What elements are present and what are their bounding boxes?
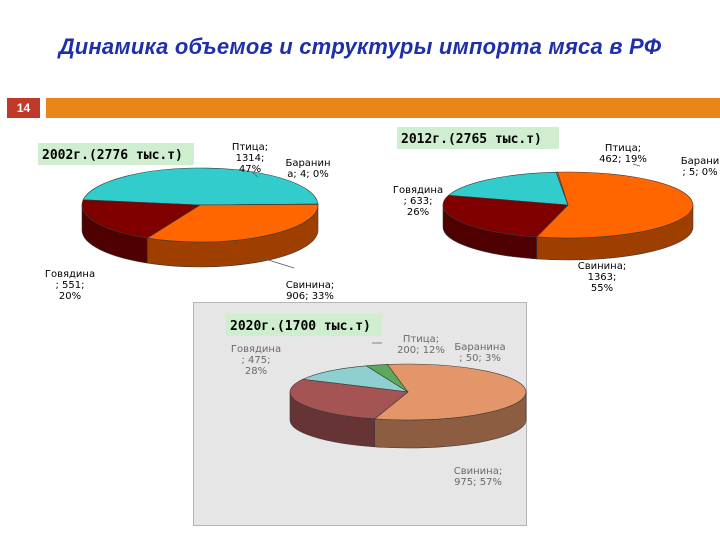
accent-bar xyxy=(46,98,720,118)
slice-птица xyxy=(82,167,319,206)
pie-chart-2: 2012г.(2765 тыс.т) Птица; 462; 19% Барани; … xyxy=(393,127,719,294)
slice-label-птица: Птица; 1314; 47% xyxy=(232,142,268,175)
chart-title-box xyxy=(38,143,194,165)
slice-птица xyxy=(301,365,409,393)
chart-title: 2020г.(1700 тыс.т) xyxy=(230,319,371,334)
chart-title-box xyxy=(226,314,382,336)
pie-chart-3: 2020г.(1700 тыс.т) Птица; 200; 12% Баранина… xyxy=(226,314,527,488)
slice-label-свинина: Свинина; 975; 57% xyxy=(454,466,502,488)
slice-label-баранина: Барани; 5; 0% xyxy=(681,156,720,178)
leader-line xyxy=(261,257,295,269)
slice-label-говядина: Говядина; 475; 28% xyxy=(231,344,281,377)
slice-label-баранина: Баранин а; 4; 0% xyxy=(285,158,330,180)
chart-title: 2012г.(2765 тыс.т) xyxy=(401,132,542,147)
slide-number: 14 xyxy=(7,98,40,118)
slice-свинина xyxy=(373,363,527,421)
slide-title: Динамика объемов и структуры импорта мяс… xyxy=(58,34,662,59)
slice-говядина xyxy=(442,195,569,238)
slice-label-говядина: Говядина; 633; 26% xyxy=(393,185,443,218)
chart-title: 2002г.(2776 тыс.т) xyxy=(42,148,183,163)
slice-label-говядина: Говядина; 551; 20% xyxy=(45,269,95,302)
chart-title-box xyxy=(397,127,559,149)
slice-говядина xyxy=(289,378,409,420)
slice-label-свинина: Свинина; 906; 33% xyxy=(286,280,334,302)
pie-chart-1: 2002г.(2776 тыс.т) Птица; 1314; 47% Баранин а… xyxy=(38,142,334,302)
slice-label-птица: Птица; 462; 19% xyxy=(599,143,647,165)
slice-птица xyxy=(447,171,569,206)
slice-label-свинина: Свинина; 1363; 55% xyxy=(578,261,626,294)
leader-line xyxy=(632,163,641,167)
slice-говядина xyxy=(81,199,201,239)
slice-label-птица: Птица; 200; 12% xyxy=(397,334,445,356)
slice-свинина xyxy=(146,204,319,243)
leader-line xyxy=(251,171,259,178)
slice-свинина xyxy=(536,171,694,239)
slice-label-баранина: Баранина; 50; 3% xyxy=(454,342,505,364)
